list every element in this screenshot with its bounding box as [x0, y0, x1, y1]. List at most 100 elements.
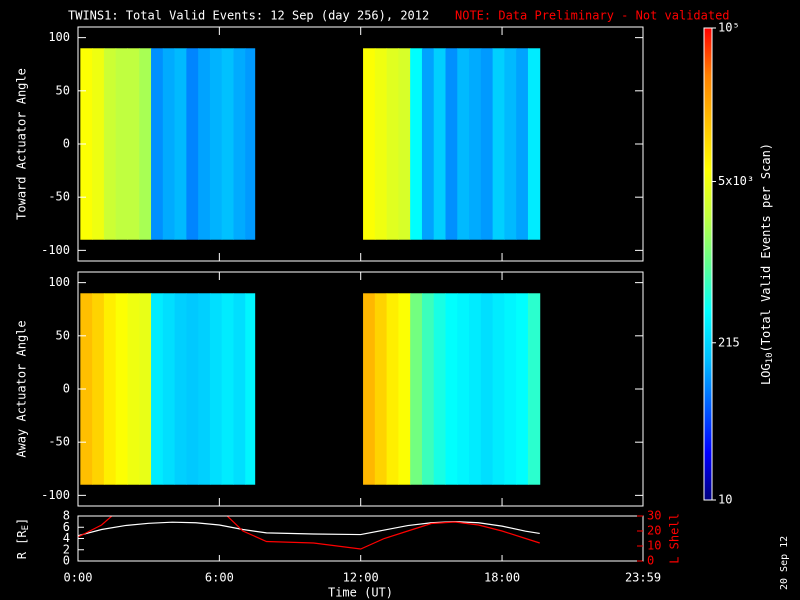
line-series — [78, 516, 540, 550]
y-axis-label-part: R [R — [15, 530, 29, 560]
colorbar-tick-label: 5x10³ — [718, 174, 754, 188]
y2-tick-label: 10 — [647, 539, 661, 553]
heat-cell — [374, 48, 388, 240]
x-tick-label: 18:00 — [484, 571, 520, 585]
y2-axis-label: L Shell — [668, 513, 682, 564]
heat-cell — [80, 48, 93, 240]
heat-cell — [410, 293, 423, 485]
heat-cell — [504, 293, 517, 485]
colorbar-tick-label: 215 — [718, 335, 740, 349]
y2-tick-label: 30 — [647, 509, 661, 523]
heat-cell — [457, 293, 470, 485]
heat-cell — [363, 293, 376, 485]
heat-cell — [516, 48, 529, 240]
heat-cell — [92, 293, 105, 485]
line-series — [78, 521, 540, 537]
heat-cell — [115, 293, 128, 485]
heat-cell — [174, 293, 187, 485]
plot-area — [78, 516, 540, 550]
y-axis-label: Toward Actuator Angle — [15, 68, 29, 220]
colorbar — [703, 27, 713, 501]
heat-cell — [80, 293, 93, 485]
heat-cell — [398, 293, 411, 485]
heat-cell — [410, 48, 423, 240]
y-axis-label: Away Actuator Angle — [15, 320, 29, 457]
y-tick-label: 6 — [63, 520, 70, 534]
heat-cell — [527, 48, 541, 240]
y-tick-label: 100 — [48, 275, 70, 289]
heat-cell — [433, 48, 447, 240]
y-tick-label: 0 — [63, 137, 70, 151]
y-tick-label: 0 — [63, 554, 70, 568]
heat-cell — [127, 293, 140, 485]
heat-cell — [162, 48, 176, 240]
x-tick-label: 23:59 — [625, 571, 661, 585]
colorbar-label-part: (Total Valid Events per Scan) — [759, 143, 773, 353]
y-tick-label: 0 — [63, 382, 70, 396]
heat-cell — [445, 48, 458, 240]
y-axis-label-part: ] — [15, 518, 29, 525]
y-tick-label: -50 — [48, 190, 70, 204]
y2-tick-label: 20 — [647, 524, 661, 538]
x-tick-label: 0:00 — [64, 571, 93, 585]
heat-cell — [245, 293, 256, 485]
heat-cell — [433, 293, 447, 485]
x-axis-label: Time (UT) — [328, 586, 393, 600]
heat-cell — [421, 293, 435, 485]
chart-title: TWINS1: Total Valid Events: 12 Sep (day … — [68, 9, 429, 23]
heat-cell — [233, 48, 246, 240]
colorbar-label: LOG10(Total Valid Events per Scan) — [759, 143, 775, 385]
heat-cell — [151, 293, 164, 485]
heat-cell — [221, 293, 234, 485]
heat-cell — [186, 48, 199, 240]
x-tick-label: 6:00 — [205, 571, 234, 585]
heat-cell — [527, 293, 541, 485]
heat-cell — [421, 48, 435, 240]
heat-cell — [386, 48, 399, 240]
y-tick-label: 4 — [63, 531, 70, 545]
colorbar-label-part: LOG — [759, 363, 773, 385]
heat-cell — [174, 48, 187, 240]
heat-cell — [363, 48, 376, 240]
heat-cell — [162, 293, 176, 485]
heat-cell — [198, 48, 211, 240]
heat-cell — [445, 293, 458, 485]
y-tick-label: -50 — [48, 435, 70, 449]
y-tick-label: 8 — [63, 509, 70, 523]
heat-cell — [198, 293, 211, 485]
y-tick-label: 50 — [56, 83, 70, 97]
note: NOTE: Data Preliminary - Not validated — [455, 9, 730, 23]
colorbar-tick-label: 10 — [718, 493, 732, 507]
heat-cell — [221, 48, 234, 240]
heat-cell — [457, 48, 470, 240]
date-stamp: 20 Sep 12 — [779, 536, 790, 590]
heat-cell — [115, 48, 128, 240]
heat-cell — [374, 293, 388, 485]
heat-cell — [469, 293, 482, 485]
heat-cell — [127, 48, 140, 240]
heat-cell — [516, 293, 529, 485]
heat-cell — [92, 48, 105, 240]
y-tick-label: -100 — [41, 243, 70, 257]
heat-cell — [151, 48, 164, 240]
heat-cell — [386, 293, 399, 485]
heat-cell — [103, 293, 117, 485]
colorbar-label-part: 10 — [765, 352, 775, 363]
heat-cell — [469, 48, 482, 240]
heat-cell — [492, 293, 505, 485]
y-tick-label: 2 — [63, 542, 70, 556]
heat-cell — [139, 48, 152, 240]
y-axis-label: R [RE] — [15, 518, 31, 560]
heat-cell — [245, 48, 256, 240]
heat-cell — [103, 48, 117, 240]
y2-tick-label: 0 — [647, 554, 654, 568]
heat-cell — [209, 293, 223, 485]
y-tick-label: 50 — [56, 328, 70, 342]
heat-cell — [480, 293, 494, 485]
heat-cell — [186, 293, 199, 485]
x-tick-label: 12:00 — [343, 571, 379, 585]
heat-cell — [209, 48, 223, 240]
heat-cell — [480, 48, 494, 240]
heat-cell — [139, 293, 152, 485]
